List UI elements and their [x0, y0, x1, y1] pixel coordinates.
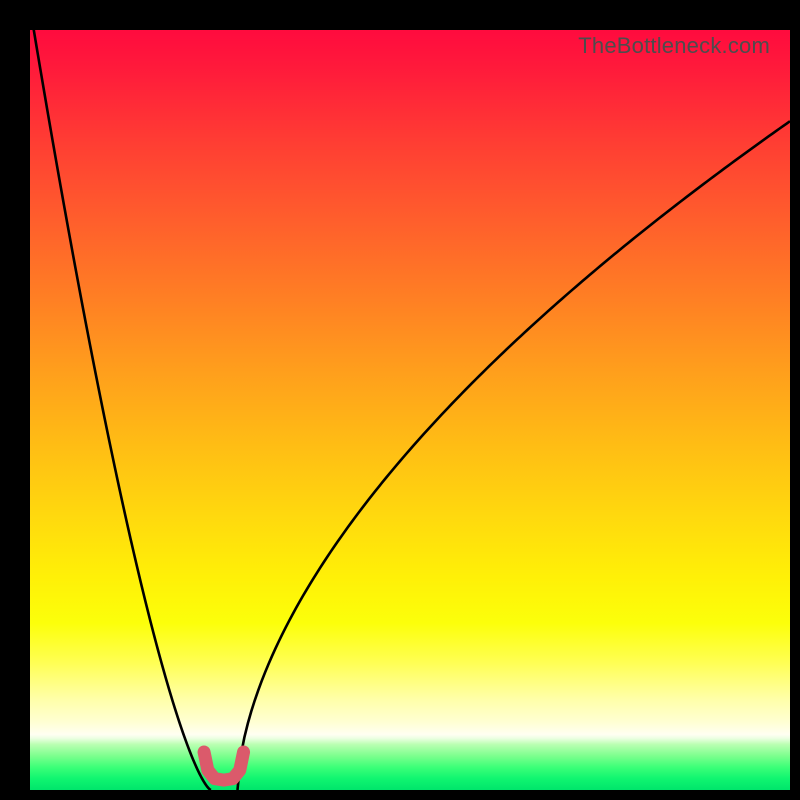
watermark-text: TheBottleneck.com [578, 33, 770, 59]
chart-frame: TheBottleneck.com [0, 0, 800, 800]
bottleneck-curve-svg [30, 30, 790, 790]
pink-u-marker [204, 752, 244, 780]
black-curve-right [237, 121, 790, 790]
black-curve-left [30, 30, 211, 790]
